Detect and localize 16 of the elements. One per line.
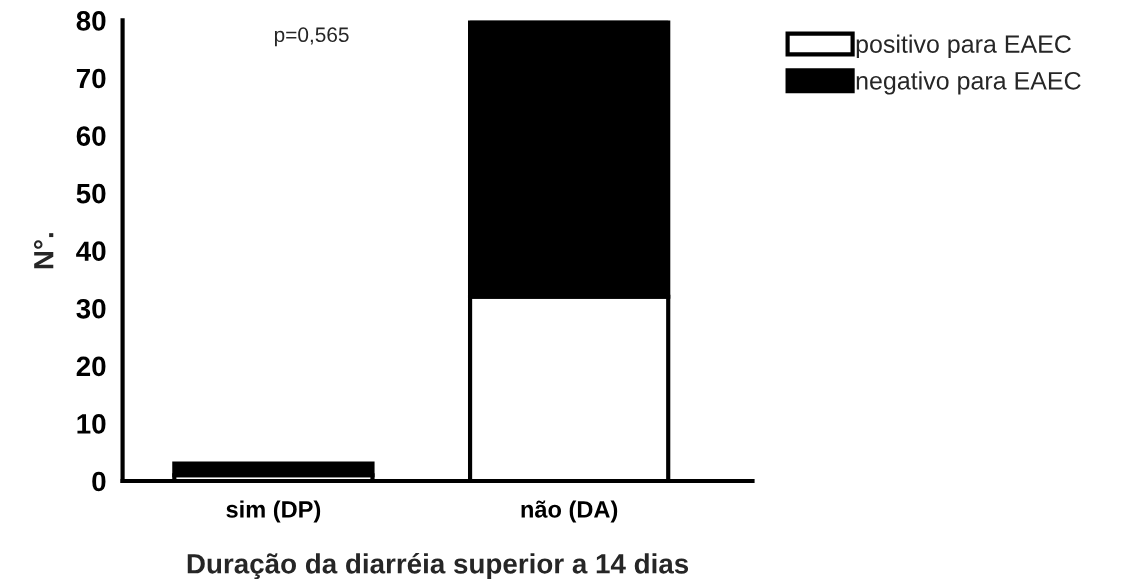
y-tick-label: 40: [76, 241, 106, 262]
legend-label: negativo para EAEC: [856, 71, 1081, 95]
y-tick-label: 50: [76, 183, 106, 204]
x-axis-title: Duração da diarréia superior a 14 dias: [187, 552, 689, 580]
y-axis-title: N°.: [33, 233, 54, 269]
y-tick-label: 60: [76, 126, 106, 146]
y-tick-label: 0: [92, 471, 106, 492]
x-tick-label: não (DA): [521, 500, 618, 523]
legend-label: positivo para EAEC: [856, 34, 1071, 58]
y-tick-label: 10: [77, 414, 106, 434]
y-tick-label: 20: [76, 356, 106, 377]
y-tick-label: 80: [76, 11, 106, 31]
y-tick-label: 30: [76, 298, 106, 319]
annotation: p=0,565: [274, 27, 349, 47]
x-tick-label: sim (DP): [226, 500, 321, 523]
y-tick-label: 70: [76, 68, 106, 89]
